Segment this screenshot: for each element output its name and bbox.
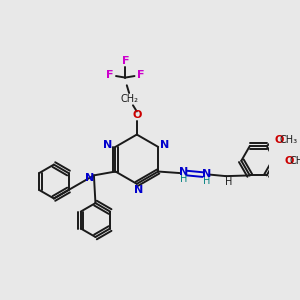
Text: O: O <box>274 135 284 145</box>
Text: F: F <box>106 70 114 80</box>
Text: F: F <box>122 56 129 66</box>
Text: O: O <box>284 156 294 166</box>
Text: CH₃: CH₃ <box>290 156 300 166</box>
Text: CH₂: CH₂ <box>120 94 138 104</box>
Text: F: F <box>137 70 144 80</box>
Text: H: H <box>180 174 187 184</box>
Text: N: N <box>179 167 188 177</box>
Text: H: H <box>224 177 232 187</box>
Text: N: N <box>134 185 143 195</box>
Text: N: N <box>202 169 211 179</box>
Text: N: N <box>85 173 94 184</box>
Text: CH₃: CH₃ <box>280 135 298 145</box>
Text: O: O <box>132 110 142 120</box>
Text: H: H <box>203 176 210 186</box>
Text: N: N <box>160 140 169 150</box>
Text: N: N <box>103 140 112 150</box>
